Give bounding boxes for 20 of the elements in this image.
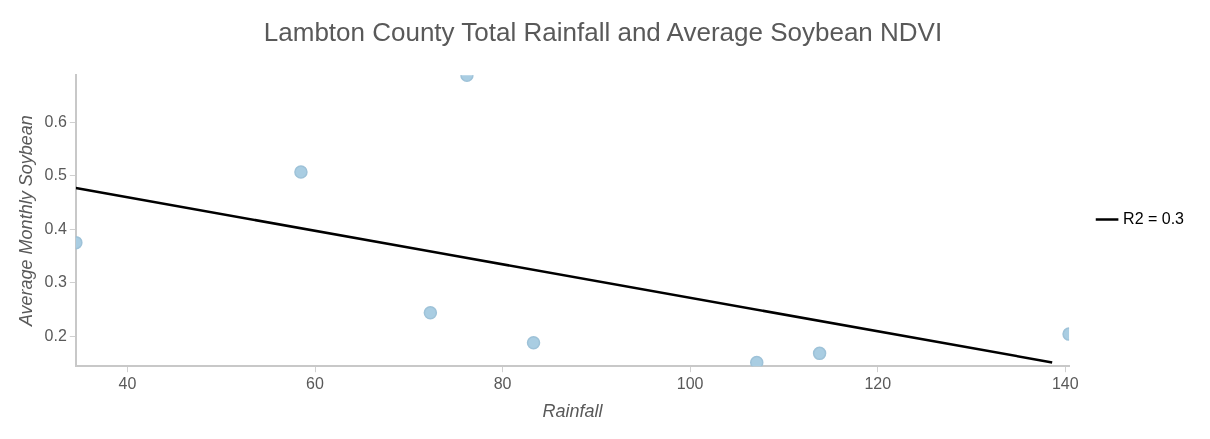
y-tick-label: 0.6 (44, 112, 67, 130)
y-tick-label: 0.4 (44, 219, 67, 237)
x-axis-title: Rainfall (542, 401, 604, 422)
y-tick-label: 0.2 (44, 326, 67, 344)
point (526, 335, 541, 350)
x-tick-label: 40 (118, 375, 137, 393)
point (750, 355, 764, 367)
y-axis-title: Average Monthly Soybean (15, 115, 36, 328)
legend-label: R2 = 0.3 (1123, 209, 1185, 227)
x-tick-label: 120 (864, 375, 892, 393)
point (423, 305, 438, 320)
chart-title: Lambton County Total Rainfall and Average Soybean NDVI (263, 16, 943, 47)
x-tick-label: 100 (676, 375, 704, 393)
x-tick-label: 80 (493, 375, 512, 393)
point (812, 346, 827, 361)
point (294, 165, 308, 179)
x-tick-label: 140 (1051, 375, 1079, 393)
x-tick-label: 60 (306, 375, 324, 393)
y-tick-label: 0.3 (44, 273, 67, 291)
y-tick-label: 0.5 (44, 166, 67, 184)
